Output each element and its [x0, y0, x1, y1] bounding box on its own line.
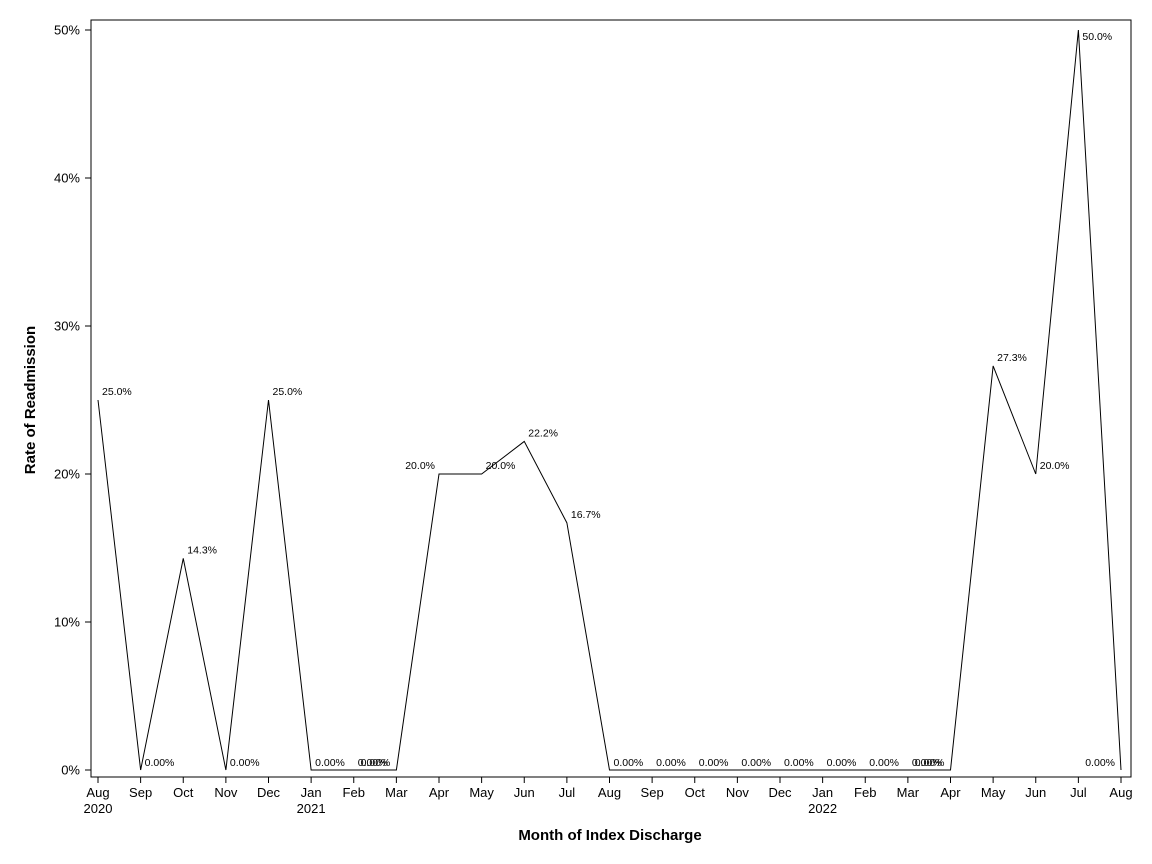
y-tick-label: 50%	[54, 23, 80, 38]
x-tick-label: Oct	[685, 785, 706, 800]
data-label: 27.3%	[997, 352, 1027, 364]
x-tick-label: Feb	[343, 785, 365, 800]
x-tick-label: Apr	[429, 785, 450, 800]
data-label: 0.00%	[784, 757, 814, 769]
data-label: 14.3%	[187, 544, 217, 556]
x-year-label: 2020	[84, 801, 113, 816]
x-tick-label: Dec	[768, 785, 792, 800]
data-label: 0.00%	[145, 757, 175, 769]
x-tick-label: Sep	[129, 785, 152, 800]
readmission-rate-line	[97, 29, 1122, 771]
x-year-label: 2022	[808, 801, 837, 816]
y-axis-title: Rate of Readmission	[22, 326, 39, 474]
x-tick-label: Jan	[812, 785, 833, 800]
x-tick-label: May	[469, 785, 494, 800]
data-label: 0.00%	[869, 757, 899, 769]
x-tick-label: Sep	[641, 785, 664, 800]
x-tick-label: Aug	[86, 785, 109, 800]
data-label: 0.00%	[656, 757, 686, 769]
x-tick-label: Jul	[559, 785, 576, 800]
y-tick-label: 0%	[61, 763, 80, 778]
data-label: 0.00%	[315, 757, 345, 769]
data-label: 22.2%	[528, 427, 558, 439]
data-label: 0.00%	[915, 757, 945, 769]
data-label: 16.7%	[571, 509, 601, 521]
data-label: 0.00%	[699, 757, 729, 769]
y-tick-label: 20%	[54, 467, 80, 482]
x-tick-label: Nov	[214, 785, 238, 800]
data-label: 0.00%	[614, 757, 644, 769]
x-year-label: 2021	[297, 801, 326, 816]
data-label: 20.0%	[486, 460, 516, 472]
data-label: 20.0%	[405, 460, 435, 472]
y-tick-label: 40%	[54, 171, 80, 186]
y-axis: 0% 10% 20% 30% 40% 50%	[54, 23, 91, 778]
x-tick-label: Feb	[854, 785, 876, 800]
x-tick-label: Aug	[1109, 785, 1132, 800]
x-tick-label: Dec	[257, 785, 281, 800]
x-tick-label: May	[981, 785, 1006, 800]
data-label: 25.0%	[102, 386, 132, 398]
x-tick-label: Mar	[897, 785, 920, 800]
data-label: 50.0%	[1082, 31, 1112, 43]
data-label: 0.00%	[361, 757, 391, 769]
x-tick-label: Aug	[598, 785, 621, 800]
data-label: 0.00%	[912, 757, 942, 769]
x-tick-label: Jun	[1025, 785, 1046, 800]
data-labels: 25.0% 0.00% 14.3% 0.00% 25.0% 0.00% 0.00% 0.00%…	[102, 31, 1115, 769]
data-label: 0.00%	[741, 757, 771, 769]
x-tick-label: Jun	[514, 785, 535, 800]
x-tick-label: Jan	[301, 785, 322, 800]
x-tick-label: Jul	[1070, 785, 1087, 800]
plot-frame	[90, 19, 1132, 778]
x-tick-label: Apr	[940, 785, 961, 800]
x-tick-label: Oct	[173, 785, 194, 800]
x-tick-label: Mar	[385, 785, 408, 800]
x-axis-title: Month of Index Discharge	[518, 827, 701, 844]
x-tick-label: Nov	[726, 785, 750, 800]
data-label: 25.0%	[273, 386, 303, 398]
data-label: 0.00%	[358, 757, 388, 769]
y-tick-label: 10%	[54, 615, 80, 630]
data-label: 0.00%	[827, 757, 857, 769]
y-tick-label: 30%	[54, 319, 80, 334]
x-axis: Aug Sep Oct Nov Dec Jan Feb Mar Apr May Jun Jul Aug S…	[84, 777, 1133, 816]
data-label: 20.0%	[1040, 460, 1070, 472]
data-label: 0.00%	[230, 757, 260, 769]
data-label: 0.00%	[1085, 757, 1115, 769]
